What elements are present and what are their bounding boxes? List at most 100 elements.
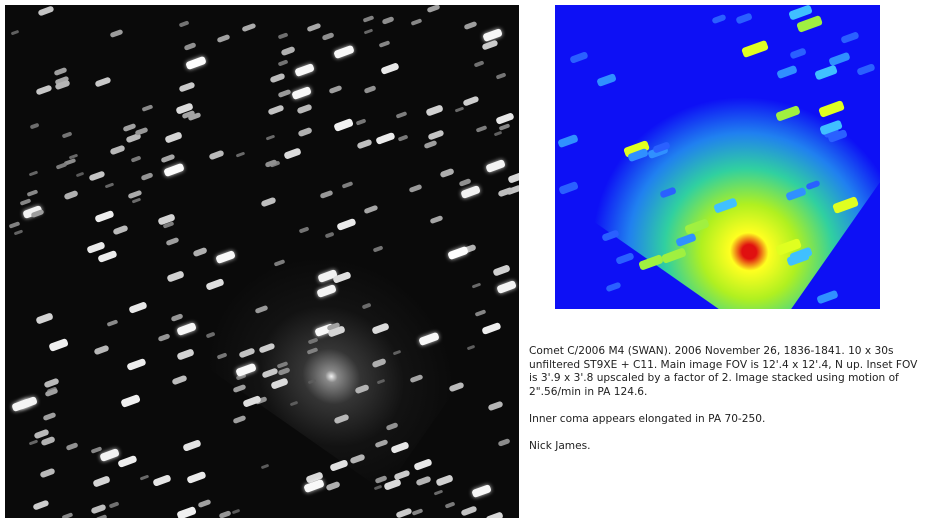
- star-streak: [427, 129, 445, 141]
- star-streak: [88, 170, 106, 182]
- star-streak: [413, 457, 434, 471]
- star-streak: [109, 144, 126, 156]
- star-streak: [439, 167, 455, 178]
- star-streak: [410, 18, 424, 27]
- star-streak: [471, 282, 481, 289]
- star-streak: [160, 154, 175, 164]
- star-streak: [61, 512, 74, 518]
- star-streak: [429, 214, 444, 225]
- star-streak: [283, 147, 303, 161]
- star-streak: [296, 103, 313, 114]
- star-streak: [333, 118, 354, 132]
- star-streak: [294, 63, 316, 77]
- star-streak: [491, 264, 510, 277]
- star-streak: [119, 394, 141, 408]
- star-streak: [216, 34, 231, 44]
- star-streak: [373, 485, 382, 491]
- star-streak: [363, 28, 374, 35]
- star-streak: [164, 131, 183, 144]
- star-streak: [112, 224, 129, 236]
- star-streak: [95, 514, 108, 518]
- comet-inset-false-color-image: [555, 5, 880, 309]
- star-streak: [141, 104, 155, 113]
- star-streak: [63, 189, 79, 200]
- star-streak: [328, 84, 343, 94]
- star-streak: [19, 197, 32, 206]
- star-streak: [290, 85, 312, 100]
- star-streak: [126, 357, 147, 371]
- star-streak: [186, 471, 207, 485]
- star-streak: [97, 249, 118, 264]
- star-streak: [435, 474, 453, 487]
- star-streak: [485, 159, 506, 173]
- star-streak: [840, 31, 861, 45]
- star-streak: [426, 5, 441, 14]
- star-streak: [485, 511, 504, 518]
- star-streak: [493, 130, 503, 137]
- star-streak: [171, 374, 188, 386]
- star-streak: [362, 14, 374, 23]
- star-streak: [106, 319, 119, 328]
- star-streak: [280, 45, 296, 56]
- star-streak: [109, 29, 124, 39]
- star-streak: [460, 184, 481, 199]
- star-streak: [39, 467, 56, 479]
- star-streak: [55, 162, 67, 170]
- star-streak: [94, 76, 112, 89]
- star-streak: [306, 22, 322, 33]
- star-streak: [183, 41, 197, 51]
- star-streak: [475, 125, 488, 134]
- star-streak: [444, 500, 456, 509]
- star-streak: [605, 282, 622, 293]
- star-streak: [424, 104, 443, 117]
- star-streak: [108, 501, 120, 508]
- star-streak: [380, 62, 401, 76]
- star-streak: [139, 474, 150, 482]
- star-streak: [28, 439, 38, 446]
- star-streak: [128, 301, 148, 315]
- star-streak: [796, 15, 824, 33]
- star-streak: [35, 84, 53, 96]
- star-streak: [556, 133, 579, 149]
- star-streak: [381, 16, 395, 25]
- star-streak: [48, 338, 69, 352]
- caption-author: Nick James.: [529, 440, 591, 453]
- star-streak: [177, 81, 196, 94]
- star-streak: [600, 229, 620, 242]
- star-streak: [165, 270, 184, 283]
- star-streak: [267, 104, 285, 116]
- star-streak: [494, 111, 515, 125]
- star-streak: [151, 474, 172, 488]
- star-streak: [93, 344, 110, 356]
- star-streak: [615, 252, 635, 266]
- star-streak: [157, 332, 171, 342]
- star-streak: [378, 40, 391, 49]
- star-streak: [341, 181, 354, 189]
- star-streak: [498, 123, 511, 132]
- star-streak: [277, 88, 291, 98]
- star-streak: [162, 162, 185, 177]
- star-streak: [497, 186, 514, 198]
- star-streak: [176, 348, 195, 361]
- star-streak: [53, 66, 68, 77]
- star-streak: [816, 289, 839, 305]
- star-streak: [197, 498, 212, 509]
- star-streak: [10, 29, 20, 36]
- star-streak: [297, 126, 314, 137]
- star-streak: [496, 279, 517, 294]
- star-streak: [395, 111, 408, 119]
- caption-coma-note: Inner coma appears elongated in PA 70-25…: [529, 412, 766, 425]
- star-streak: [140, 171, 154, 181]
- image-caption: Comet C/2006 M4 (SWAN). 2006 November 26…: [529, 345, 929, 467]
- star-streak: [458, 178, 472, 187]
- star-streak: [596, 72, 618, 87]
- star-streak: [322, 31, 335, 41]
- star-streak: [423, 139, 438, 149]
- star-streak: [241, 23, 257, 33]
- star-streak: [487, 400, 503, 412]
- star-streak: [40, 435, 57, 446]
- star-streak: [28, 170, 39, 178]
- star-streak: [13, 229, 23, 236]
- star-streak: [277, 32, 288, 40]
- star-streak: [192, 247, 208, 258]
